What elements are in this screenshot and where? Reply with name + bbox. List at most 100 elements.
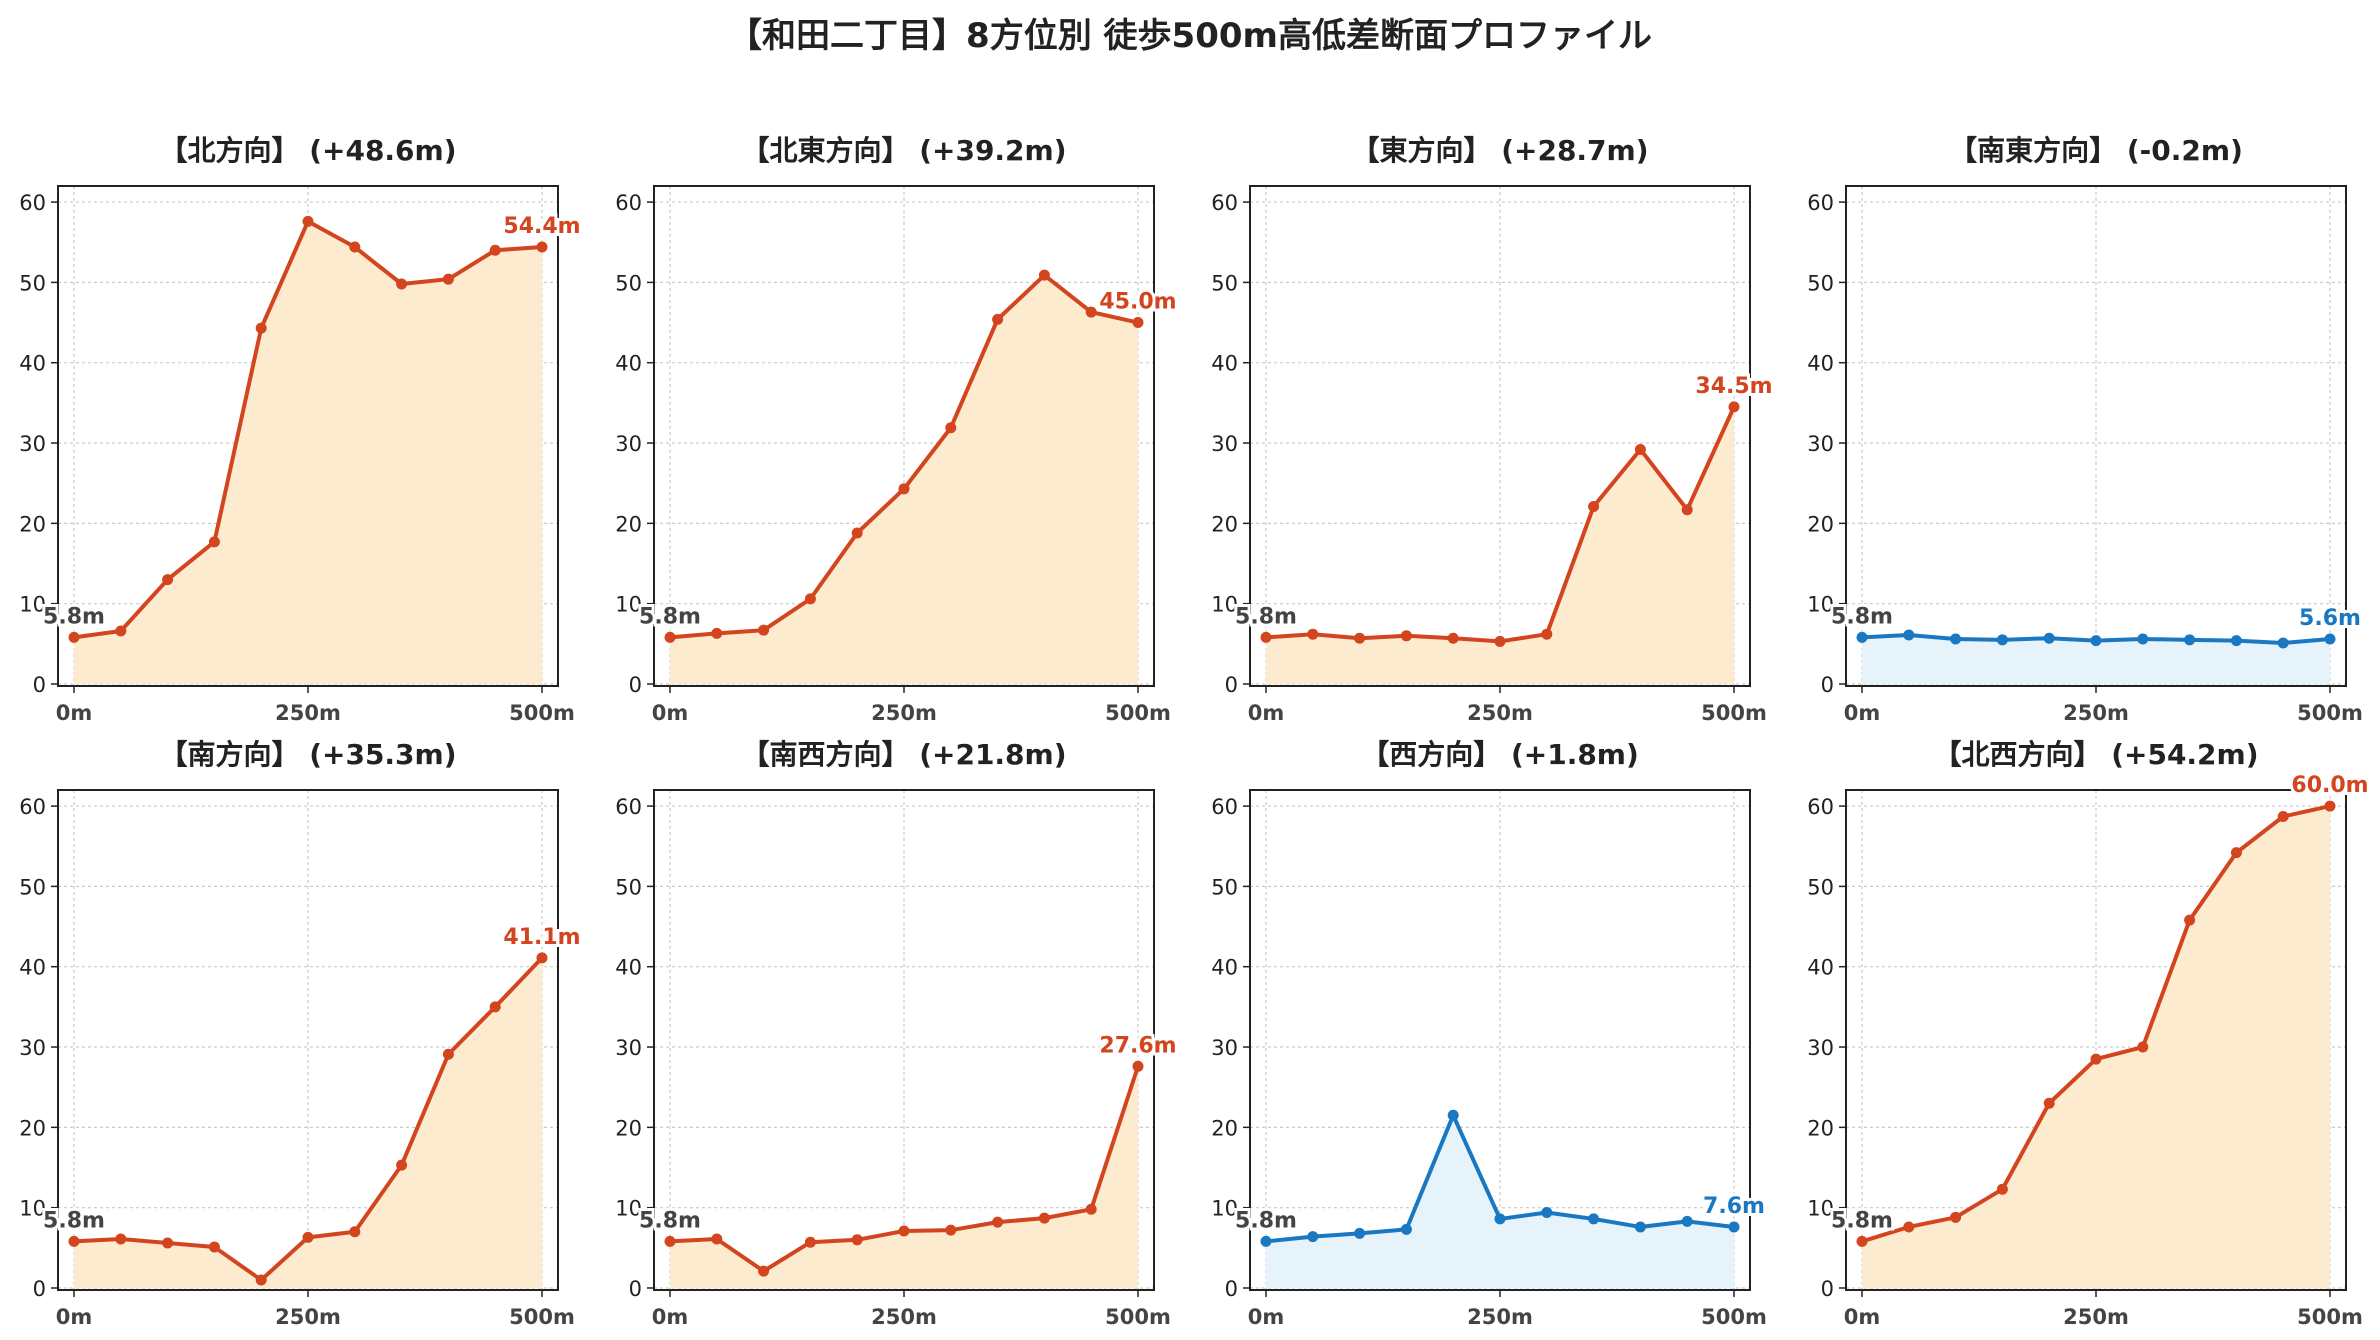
data-point <box>536 952 548 964</box>
data-point <box>489 244 501 256</box>
y-tick-label: 40 <box>1211 956 1238 980</box>
y-tick-label: 30 <box>1807 432 1834 456</box>
data-point <box>2043 632 2055 644</box>
y-tick-label: 40 <box>19 352 46 376</box>
start-value-label: 5.8m <box>43 1208 105 1233</box>
x-tick-label: 500m <box>2297 701 2363 725</box>
y-tick-label: 10 <box>1807 593 1834 617</box>
data-point <box>711 1233 723 1245</box>
data-point <box>992 1216 1004 1228</box>
y-tick-label: 20 <box>1807 512 1834 536</box>
x-tick-label: 0m <box>1248 701 1285 725</box>
data-point <box>945 1224 957 1236</box>
y-tick-label: 20 <box>1211 512 1238 536</box>
data-point <box>851 527 863 539</box>
data-point <box>1085 1203 1097 1215</box>
data-point <box>1400 1223 1412 1235</box>
data-point <box>2090 1053 2102 1065</box>
data-point <box>162 1237 174 1249</box>
data-point <box>2230 847 2242 859</box>
y-tick-label: 10 <box>1211 1197 1238 1221</box>
subplot-8: 【北西方向】 (+54.2m) 0 10 20 30 40 50 60 0m 250m 500m 5.… <box>1807 738 2371 1329</box>
x-tick-label: 250m <box>2063 1305 2129 1329</box>
subplot-title: 【南方向】 (+35.3m) <box>159 738 456 771</box>
data-point <box>1494 635 1506 647</box>
y-tick-label: 50 <box>19 271 46 295</box>
data-point <box>1447 1109 1459 1121</box>
area-fill <box>1862 635 2330 684</box>
y-tick-label: 30 <box>615 1036 642 1060</box>
data-point <box>396 1159 408 1171</box>
end-value-label: 45.0m <box>1099 290 1176 315</box>
data-point <box>442 1048 454 1060</box>
area-fill <box>670 275 1138 684</box>
area-fill <box>74 221 542 685</box>
y-tick-label: 0 <box>33 1277 46 1301</box>
y-tick-label: 10 <box>615 593 642 617</box>
end-value-label: 7.6m <box>1703 1194 1765 1219</box>
data-point <box>1307 628 1319 640</box>
data-point <box>1950 633 1962 645</box>
y-tick-label: 20 <box>1211 1116 1238 1140</box>
data-point <box>349 241 361 253</box>
data-point <box>2277 637 2289 649</box>
x-tick-label: 250m <box>275 701 341 725</box>
end-value-label: 60.0m <box>2291 773 2368 798</box>
y-tick-label: 30 <box>1807 1036 1834 1060</box>
data-point <box>1447 632 1459 644</box>
data-point <box>1260 1235 1272 1247</box>
data-point <box>2137 1041 2149 1053</box>
y-tick-label: 50 <box>615 875 642 899</box>
y-tick-label: 10 <box>1807 1197 1834 1221</box>
y-tick-label: 40 <box>615 352 642 376</box>
data-point <box>898 483 910 495</box>
y-tick-label: 30 <box>615 432 642 456</box>
x-tick-label: 500m <box>1701 701 1767 725</box>
y-tick-label: 40 <box>1211 352 1238 376</box>
y-tick-label: 0 <box>629 673 642 697</box>
y-tick-label: 20 <box>19 512 46 536</box>
y-tick-label: 50 <box>1807 875 1834 899</box>
data-point <box>162 574 174 586</box>
data-point <box>1038 269 1050 281</box>
data-point <box>302 215 314 227</box>
data-point <box>1307 1231 1319 1243</box>
end-value-label: 27.6m <box>1099 1033 1176 1058</box>
data-point <box>115 625 127 637</box>
data-point <box>1354 1227 1366 1239</box>
data-point <box>68 631 80 643</box>
data-point <box>711 627 723 639</box>
end-value-label: 34.5m <box>1695 374 1772 399</box>
y-tick-label: 60 <box>615 191 642 215</box>
y-tick-label: 50 <box>1807 271 1834 295</box>
data-point <box>1728 1221 1740 1233</box>
subplot-title: 【東方向】 (+28.7m) <box>1351 134 1648 167</box>
x-tick-label: 0m <box>1844 1305 1881 1329</box>
start-value-label: 5.8m <box>1235 604 1297 629</box>
y-tick-label: 40 <box>19 956 46 980</box>
area-fill <box>670 1066 1138 1288</box>
data-point <box>1038 1212 1050 1224</box>
y-tick-label: 60 <box>1211 795 1238 819</box>
y-tick-label: 60 <box>19 795 46 819</box>
y-tick-label: 40 <box>1807 352 1834 376</box>
area-fill <box>1266 1115 1734 1288</box>
x-tick-label: 250m <box>871 1305 937 1329</box>
data-point <box>2090 635 2102 647</box>
start-value-label: 5.8m <box>1235 1208 1297 1233</box>
x-tick-label: 0m <box>652 1305 689 1329</box>
y-tick-label: 0 <box>1225 1277 1238 1301</box>
data-point <box>804 593 816 605</box>
data-point <box>1400 630 1412 642</box>
data-point <box>664 631 676 643</box>
data-point <box>302 1231 314 1243</box>
x-tick-label: 250m <box>1467 1305 1533 1329</box>
y-tick-label: 30 <box>19 432 46 456</box>
y-tick-label: 0 <box>629 1277 642 1301</box>
subplot-2: 【北東方向】 (+39.2m) 0 10 20 30 40 50 60 0m 250m 500m 5.… <box>615 134 1179 725</box>
data-point <box>208 1241 220 1253</box>
area-fill <box>1266 406 1734 684</box>
data-point <box>2277 811 2289 823</box>
data-point <box>1132 317 1144 329</box>
y-tick-label: 20 <box>615 1116 642 1140</box>
